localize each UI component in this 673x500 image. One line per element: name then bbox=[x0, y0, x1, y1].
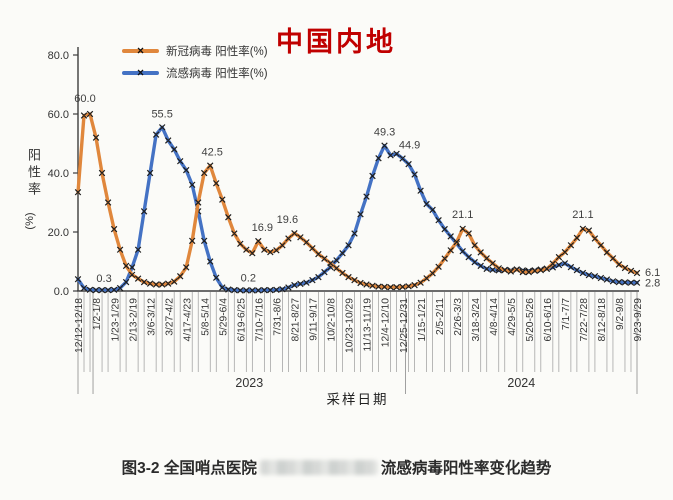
y-axis-unit: (%) bbox=[24, 212, 36, 230]
data-label: 0.2 bbox=[241, 272, 256, 284]
x-tick-label: 7/10-7/16 bbox=[255, 298, 266, 342]
year-label: 2024 bbox=[507, 376, 535, 390]
data-label: 21.1 bbox=[572, 209, 593, 221]
legend-label-covid: 新冠病毒 阳性率(%) bbox=[166, 46, 268, 58]
data-label: 44.9 bbox=[399, 140, 420, 152]
data-label: 19.6 bbox=[277, 214, 298, 226]
x-tick-label: 1/15-1/21 bbox=[417, 298, 428, 342]
x-tick-label: 9/23-9/29 bbox=[633, 298, 644, 342]
x-tick-label: 3/18-3/24 bbox=[471, 298, 482, 342]
figure-caption: 图3-2 全国哨点医院 流感病毒阳性率变化趋势 bbox=[0, 456, 673, 478]
x-tick-label: 6/10-6/16 bbox=[543, 298, 554, 342]
data-label: 60.0 bbox=[74, 93, 95, 105]
x-tick-label: 4/17-4/23 bbox=[182, 298, 193, 342]
x-tick-label: 8/21-8/27 bbox=[291, 298, 302, 342]
y-tick-label: 60.0 bbox=[48, 109, 69, 121]
x-tick-label: 7/31-8/6 bbox=[273, 298, 284, 336]
x-axis-title: 采样日期 bbox=[326, 392, 389, 407]
x-tick-label: 12/12-12/18 bbox=[74, 298, 85, 353]
covid-point-markers bbox=[74, 110, 641, 291]
data-label: 42.5 bbox=[202, 147, 223, 159]
data-label: 55.5 bbox=[151, 108, 172, 120]
chart-plot-area: 0.0 20.0 40.0 60.0 80.0 12/12-12/18 1/2-1/8 1/2… bbox=[48, 47, 660, 394]
x-tick-label: 12/4-12/10 bbox=[381, 298, 392, 348]
x-tick-label: 2/5-2/11 bbox=[435, 298, 446, 335]
data-label: 0.3 bbox=[96, 273, 111, 285]
caption-suffix: 流感病毒阳性率变化趋势 bbox=[380, 460, 552, 477]
x-tick-label: 10/23-10/29 bbox=[345, 298, 356, 353]
x-tick-label: 9/2-9/8 bbox=[615, 298, 626, 330]
x-tick-label: 7/1-7/7 bbox=[561, 298, 572, 330]
year-label: 2023 bbox=[235, 376, 263, 390]
data-label: 16.9 bbox=[252, 222, 273, 234]
y-axis-title: 阳性率 bbox=[26, 148, 41, 199]
x-tick-label: 11/13-11/19 bbox=[363, 298, 374, 352]
x-tick-label: 9/11-9/17 bbox=[309, 298, 320, 341]
x-tick-label: 4/29-5/5 bbox=[507, 298, 518, 336]
flu-series-line bbox=[76, 125, 639, 293]
data-label: 2.8 bbox=[645, 278, 660, 290]
x-tick-label: 6/19-6/25 bbox=[236, 298, 247, 342]
data-label: 21.1 bbox=[452, 209, 473, 221]
data-label: 49.3 bbox=[374, 127, 395, 139]
caption-prefix: 图3-2 全国哨点医院 bbox=[121, 460, 257, 477]
x-tick-label: 4/8-4/14 bbox=[489, 298, 500, 336]
x-tick-label: 10/2-10/8 bbox=[327, 298, 338, 342]
x-tick-label: 3/6-3/12 bbox=[146, 298, 157, 336]
redacted-text-blur bbox=[259, 459, 378, 475]
y-tick-label: 80.0 bbox=[48, 50, 69, 62]
x-tick-label: 2/13-2/19 bbox=[128, 298, 139, 342]
x-tick-label: 5/20-5/26 bbox=[525, 298, 536, 342]
x-tick-label: 1/23-1/29 bbox=[110, 298, 121, 342]
x-marker-icon: × bbox=[136, 43, 145, 58]
x-tick-label: 5/29-6/4 bbox=[218, 298, 229, 336]
chart-title: 中国内地 bbox=[276, 27, 396, 57]
covid-line-sample: × bbox=[122, 45, 159, 57]
legend-item-flu: × 流感病毒 阳性率(%) bbox=[122, 62, 268, 84]
x-tick-label: 1/2-1/8 bbox=[92, 298, 103, 330]
data-label: 6.1 bbox=[645, 267, 660, 279]
x-tick-label: 3/27-4/2 bbox=[164, 298, 175, 336]
x-tick-label: 8/12-8/18 bbox=[597, 298, 608, 342]
covid-series-line bbox=[76, 112, 639, 289]
y-tick-label: 0.0 bbox=[54, 286, 69, 298]
y-tick-label: 20.0 bbox=[48, 227, 69, 239]
y-tick-label: 40.0 bbox=[48, 168, 69, 180]
legend-item-covid: × 新冠病毒 阳性率(%) bbox=[122, 40, 268, 62]
x-tick-label: 5/8-5/14 bbox=[200, 298, 211, 336]
legend: × 新冠病毒 阳性率(%) × 流感病毒 阳性率(%) bbox=[122, 40, 268, 84]
x-tick-label: 7/22-7/28 bbox=[579, 298, 590, 342]
legend-label-flu: 流感病毒 阳性率(%) bbox=[166, 68, 268, 80]
flu-line-sample: × bbox=[122, 67, 159, 79]
x-tick-label: 12/25-12/31 bbox=[399, 298, 410, 353]
x-marker-icon: × bbox=[136, 65, 145, 80]
x-tick-label: 2/26-3/3 bbox=[453, 298, 464, 336]
